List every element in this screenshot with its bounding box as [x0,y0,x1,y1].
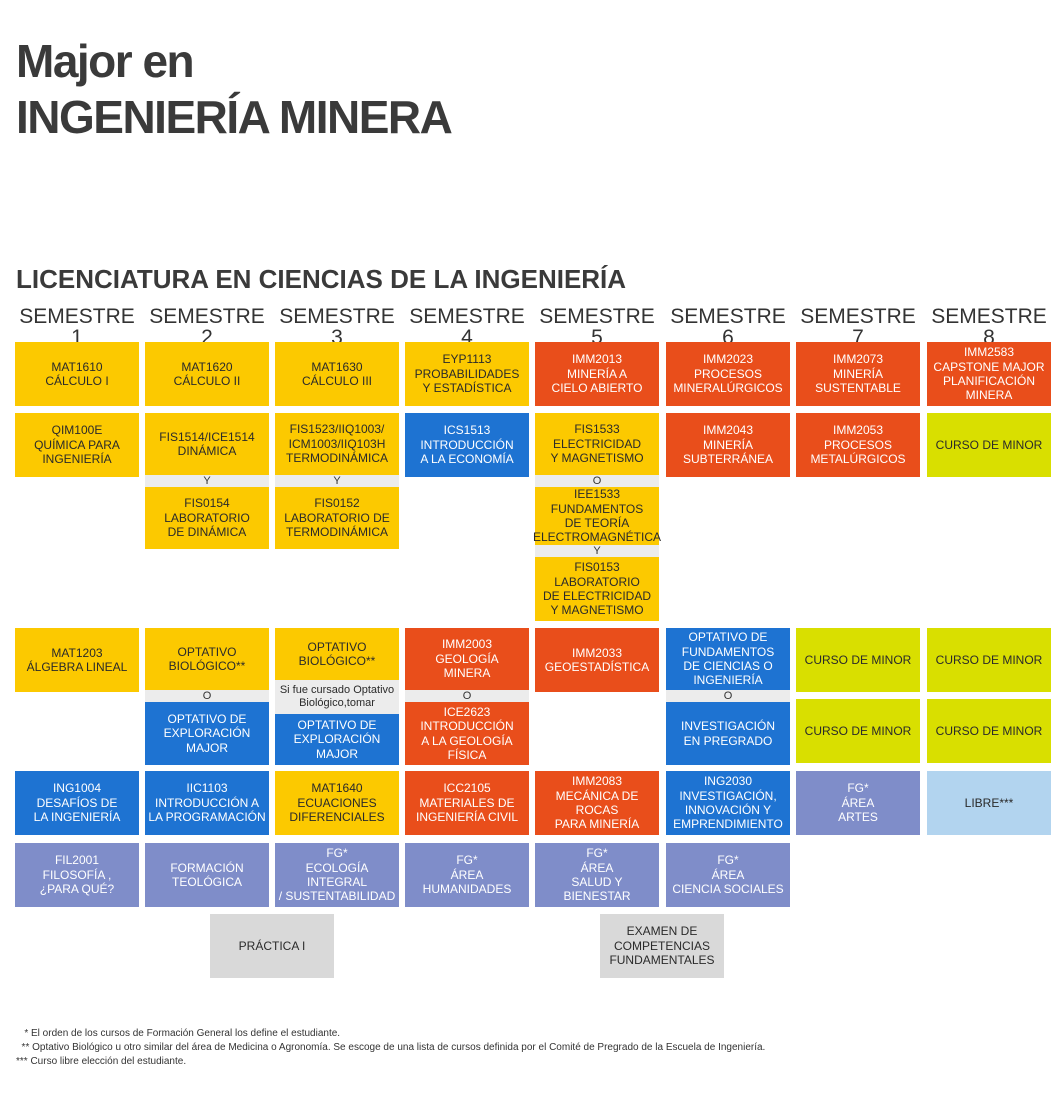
course-optativo-exploracion: OPTATIVO DE EXPLORACIÓN MAJOR [275,714,399,765]
course-mat1630: MAT1630 CÁLCULO III [275,342,399,406]
course-ice2623: ICE2623 INTRODUCCIÓN A LA GEOLOGÍA FÍSIC… [405,702,529,765]
semester-8-header: SEMESTRE 8 [931,305,1047,349]
course-mat1640: MAT1640 ECUACIONES DIFERENCIALES [275,771,399,835]
course-fis1523: FIS1523/IIQ1003/ ICM1003/IIQ103H TERMODI… [275,413,399,475]
course-fg-humanidades: FG* ÁREA HUMANIDADES [405,843,529,907]
section-title: LICENCIATURA EN CIENCIAS DE LA INGENIERÍ… [16,264,627,294]
course-ing2030: ING2030 INVESTIGACIÓN, INNOVACIÓN Y EMPR… [666,771,790,835]
footnote-1: * El orden de los cursos de Formación Ge… [16,1028,341,1039]
course-imm2583: IMM2583 CAPSTONE MAJOR PLANIFICACIÓN MIN… [927,342,1051,406]
course-optativo-biologico: OPTATIVO BIOLÓGICO** [275,628,399,680]
course-imm2013: IMM2013 MINERÍA A CIELO ABIERTO [535,342,659,406]
examen-competencias: EXAMEN DE COMPETENCIAS FUNDAMENTALES [600,914,724,978]
connector-y: Y [275,475,399,487]
optativo-note: Si fue cursado Optativo Biológico,tomar [275,680,399,714]
connector-o: O [405,690,529,702]
semester-6-header: SEMESTRE 6 [670,305,786,349]
semester-7-header: SEMESTRE 7 [800,305,916,349]
connector-o: O [145,690,269,702]
course-mat1610: MAT1610 CÁLCULO I [15,342,139,406]
course-imm2053: IMM2053 PROCESOS METALÚRGICOS [796,413,920,477]
course-imm2043: IMM2043 MINERÍA SUBTERRÁNEA [666,413,790,477]
course-fg-ciencia-sociales: FG* ÁREA CIENCIA SOCIALES [666,843,790,907]
semester-2-header: SEMESTRE 2 [149,305,265,349]
title-program: INGENIERÍA MINERA [16,91,453,143]
semester-3-header: SEMESTRE 3 [279,305,395,349]
course-formacion-teologica: FORMACIÓN TEOLÓGICA [145,843,269,907]
course-fg-artes: FG* ÁREA ARTES [796,771,920,835]
course-optativo-fundamentos: OPTATIVO DE FUNDAMENTOS DE CIENCIAS O IN… [666,628,790,690]
course-investigacion-pregrado: INVESTIGACIÓN EN PREGRADO [666,702,790,765]
course-fis0152: FIS0152 LABORATORIO DE TERMODINÁMICA [275,487,399,549]
course-minor: CURSO DE MINOR [927,413,1051,477]
footnote-3: *** Curso libre elección del estudiante. [16,1056,187,1067]
connector-o: O [666,690,790,702]
connector-y: Y [145,475,269,487]
course-fg-ecologia: FG* ECOLOGÍA INTEGRAL / SUSTENTABILIDAD [275,843,399,907]
connector-o: O [535,475,659,487]
course-libre: LIBRE*** [927,771,1051,835]
course-fis0154: FIS0154 LABORATORIO DE DINÁMICA [145,487,269,549]
course-ing1004: ING1004 DESAFÍOS DE LA INGENIERÍA [15,771,139,835]
semester-4-header: SEMESTRE 4 [409,305,525,349]
course-imm2083: IMM2083 MECÁNICA DE ROCAS PARA MINERÍA [535,771,659,835]
course-fil2001: FIL2001 FILOSOFÍA , ¿PARA QUÉ? [15,843,139,907]
course-imm2073: IMM2073 MINERÍA SUSTENTABLE [796,342,920,406]
practica-i: PRÁCTICA I [210,914,334,978]
course-iee1533: IEE1533 FUNDAMENTOS DE TEORÍA ELECTROMAG… [533,487,662,545]
course-minor: CURSO DE MINOR [927,628,1051,692]
semester-1-header: SEMESTRE 1 [19,305,135,349]
course-ics1513: ICS1513 INTRODUCCIÓN A LA ECONOMÍA [405,413,529,477]
semester-5-header: SEMESTRE 5 [539,305,655,349]
course-iic1103: IIC1103 INTRODUCCIÓN A LA PROGRAMACIÓN [145,771,269,835]
course-imm2023: IMM2023 PROCESOS MINERALÚRGICOS [666,342,790,406]
course-icc2105: ICC2105 MATERIALES DE INGENIERÍA CIVIL [405,771,529,835]
course-qim100e: QIM100E QUÍMICA PARA INGENIERÍA [15,413,139,477]
course-minor: CURSO DE MINOR [927,699,1051,763]
course-optativo-biologico: OPTATIVO BIOLÓGICO** [145,628,269,690]
course-optativo-exploracion: OPTATIVO DE EXPLORACIÓN MAJOR [145,702,269,765]
course-eyp1113: EYP1113 PROBABILIDADES Y ESTADÍSTICA [405,342,529,406]
footnote-2: ** Optativo Biológico u otro similar del… [16,1042,766,1053]
course-fis1514: FIS1514/ICE1514 DINÁMICA [145,413,269,475]
connector-y: Y [535,545,659,557]
title-major: Major en [16,35,195,87]
course-fis1533: FIS1533 ELECTRICIDAD Y MAGNETISMO [535,413,659,475]
course-fis0153: FIS0153 LABORATORIO DE ELECTRICIDAD Y MA… [535,557,659,621]
course-mat1620: MAT1620 CÁLCULO II [145,342,269,406]
course-minor: CURSO DE MINOR [796,628,920,692]
course-mat1203: MAT1203 ÁLGEBRA LINEAL [15,628,139,692]
course-fg-salud: FG* ÁREA SALUD Y BIENESTAR [535,843,659,907]
course-imm2003: IMM2003 GEOLOGÍA MINERA [405,628,529,690]
course-minor: CURSO DE MINOR [796,699,920,763]
course-imm2033: IMM2033 GEOESTADÍSTICA [535,628,659,692]
